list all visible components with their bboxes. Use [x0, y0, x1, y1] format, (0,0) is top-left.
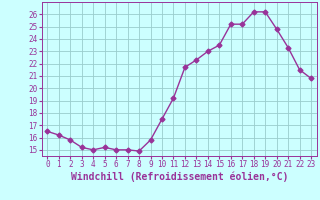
X-axis label: Windchill (Refroidissement éolien,°C): Windchill (Refroidissement éolien,°C) [70, 172, 288, 182]
